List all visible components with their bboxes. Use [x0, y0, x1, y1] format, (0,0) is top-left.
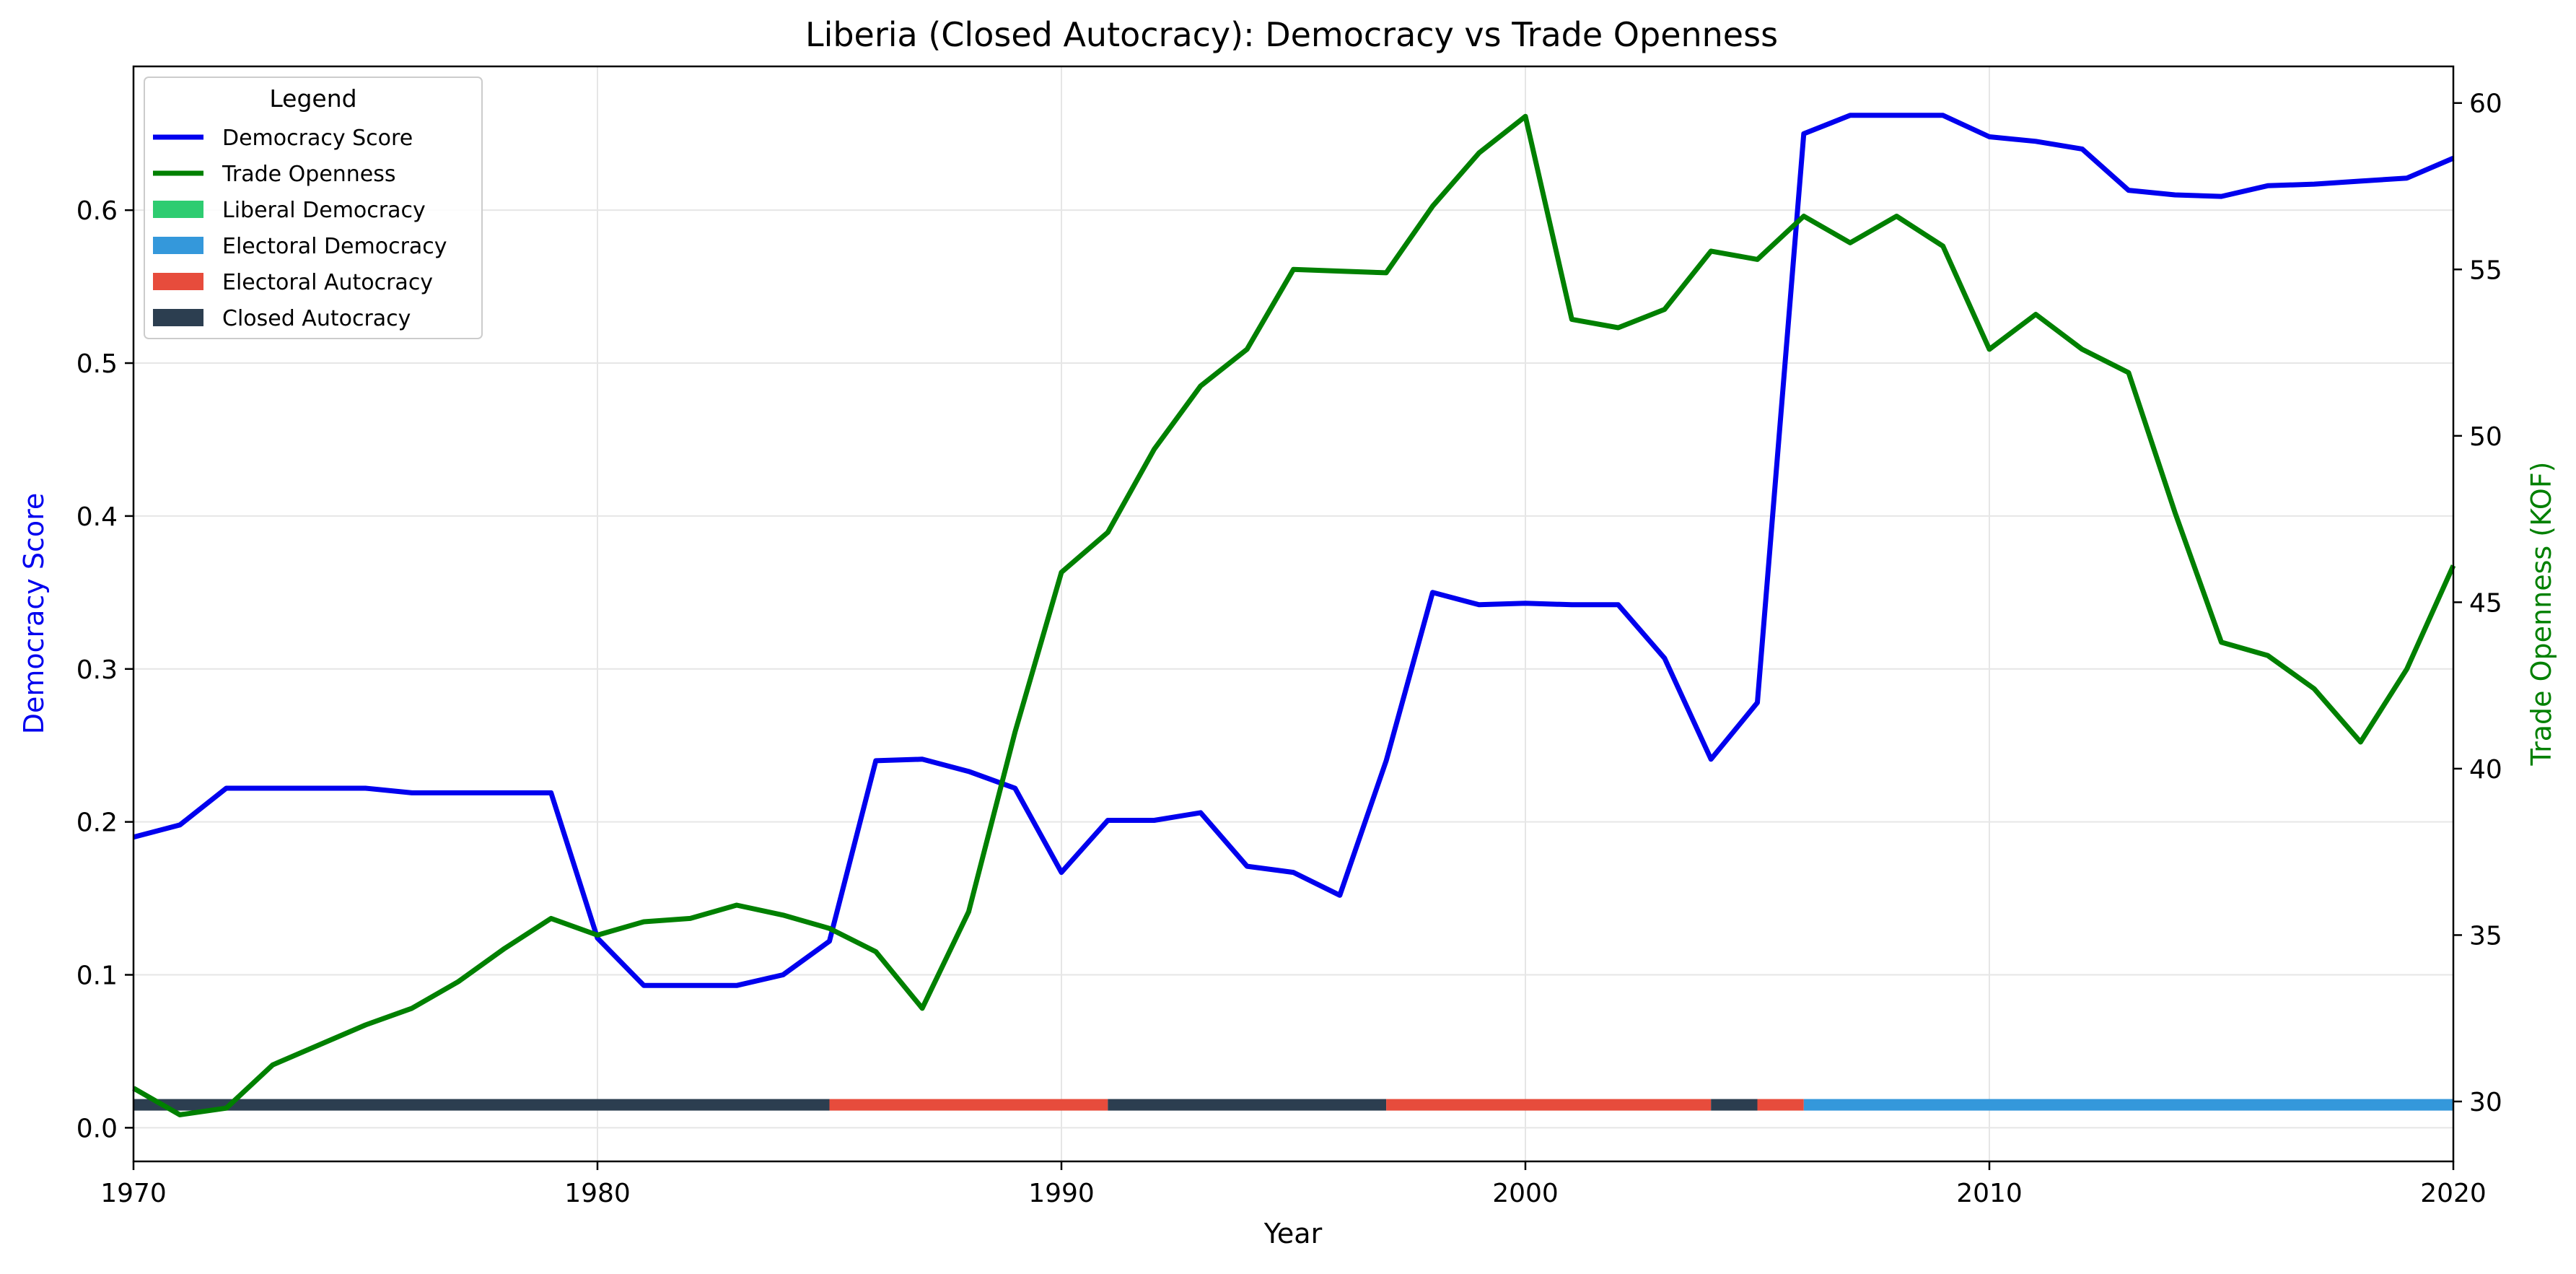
y-right-tick-label: 55 — [2469, 256, 2502, 285]
legend-entry-label: Electoral Democracy — [222, 234, 447, 259]
y-right-tick-label: 40 — [2469, 755, 2502, 785]
legend-entry-label: Democracy Score — [222, 126, 413, 151]
x-axis: 1970 1980 1990 2000 2010 2020 — [100, 1161, 2487, 1208]
y-left-tick-label: 0.6 — [76, 196, 118, 226]
y-right-tick-label: 30 — [2469, 1088, 2502, 1117]
y-left-tick-label: 0.4 — [76, 502, 118, 532]
y-axis-right: 30 35 40 45 50 55 60 — [2453, 90, 2502, 1117]
regime-band-segment — [1803, 1099, 2453, 1111]
regime-band-segment — [1108, 1099, 1387, 1111]
y-left-tick-label: 0.1 — [76, 961, 118, 991]
series-line-trade-openness — [132, 113, 2456, 1117]
legend-entry-label: Liberal Democracy — [222, 198, 426, 223]
y-left-tick-label: 0.3 — [76, 655, 118, 685]
y-axis-right-label: Trade Openness (KOF) — [2525, 461, 2557, 766]
legend-swatch-patch — [153, 309, 203, 326]
x-tick-label: 2010 — [1956, 1179, 2023, 1208]
legend-swatch-patch — [153, 273, 203, 290]
series-line-democracy-score — [133, 113, 2455, 988]
regime-band-segment — [829, 1099, 1108, 1111]
y-left-tick-label: 0.0 — [76, 1114, 118, 1143]
legend-swatch-patch — [153, 237, 203, 254]
legend-title: Legend — [269, 84, 356, 113]
x-tick-label: 1990 — [1028, 1179, 1095, 1208]
x-tick-label: 2000 — [1492, 1179, 1559, 1208]
x-tick-label: 2020 — [2420, 1179, 2487, 1208]
y-right-tick-label: 35 — [2469, 921, 2502, 951]
y-right-tick-label: 60 — [2469, 90, 2502, 119]
y-left-tick-label: 0.2 — [76, 808, 118, 838]
legend-box — [144, 77, 483, 339]
y-axis-left: 0.0 0.1 0.2 0.3 0.4 0.5 0.6 — [76, 196, 133, 1143]
y-axis-left-label: Democracy Score — [18, 493, 50, 735]
regime-band-segment — [133, 1099, 830, 1111]
legend-swatch-patch — [153, 201, 203, 218]
plot-frame — [132, 65, 2455, 1163]
chart-title: Liberia (Closed Autocracy): Democracy vs… — [805, 15, 1778, 54]
legend-entry-label: Closed Autocracy — [222, 306, 411, 331]
legend-entry-label: Electoral Autocracy — [222, 270, 433, 295]
y-right-tick-label: 50 — [2469, 422, 2502, 452]
regime-band-segment — [1386, 1099, 1712, 1111]
x-axis-label: Year — [1263, 1218, 1323, 1249]
grid — [133, 66, 2454, 1161]
x-tick-label: 1970 — [100, 1179, 167, 1208]
y-left-tick-label: 0.5 — [76, 349, 118, 379]
y-right-tick-label: 45 — [2469, 588, 2502, 618]
regime-band-segment — [1757, 1099, 1804, 1111]
series-lines — [132, 113, 2456, 1117]
x-tick-label: 1980 — [564, 1179, 631, 1208]
regime-band-segment — [1711, 1099, 1758, 1111]
regime-bands — [133, 1099, 2453, 1111]
legend-entry-label: Trade Openness — [222, 162, 396, 187]
legend: Legend Democracy Score Trade Openness Libe… — [144, 77, 483, 339]
